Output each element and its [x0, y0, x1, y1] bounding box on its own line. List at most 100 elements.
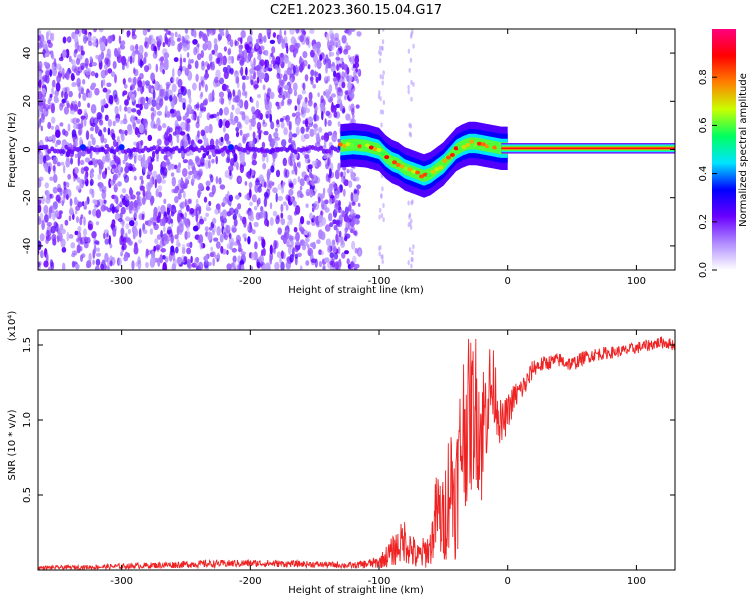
spectrogram-noise-cell — [273, 239, 277, 250]
spectrogram-noise-cell — [72, 124, 79, 130]
spectrogram-noise-cell — [120, 129, 126, 135]
spectrogram-noise-cell — [272, 210, 278, 217]
spectrogram-noise-cell — [204, 61, 209, 67]
spectrogram-noise-cell — [349, 56, 354, 65]
spectrogram-noise-cell — [345, 113, 351, 121]
spectrogram-noise-cell — [240, 251, 246, 256]
spectrogram-noise-cell — [325, 33, 330, 41]
spectrogram-noise-cell — [262, 247, 266, 257]
spectrogram-noise-cell — [309, 128, 315, 137]
spectrogram-noise-cell — [281, 79, 284, 89]
spectrogram-noise-cell — [52, 165, 56, 172]
spectrogram-noise-cell — [211, 184, 216, 195]
spectrogram-noise-cell — [263, 181, 267, 188]
spectrogram-noise-cell — [269, 141, 274, 147]
spectrogram-noise-cell — [99, 119, 104, 126]
spectrogram-noise-cell — [135, 103, 141, 108]
spectrogram-noise-cell — [336, 64, 339, 72]
spectrogram-noise-cell — [251, 153, 256, 163]
spectrogram-signal-cell — [465, 143, 471, 147]
spectrogram-noise-cell — [73, 167, 79, 175]
spectrogram-noise-cell — [108, 95, 114, 105]
spectrogram-noise-cell — [183, 256, 188, 262]
spectrogram-noise-cell — [105, 157, 112, 163]
spectrogram-noise-cell — [246, 45, 252, 54]
spectrogram-noise-cell — [117, 181, 122, 187]
spectrogram-noise-cell — [355, 104, 360, 109]
spectrogram-noise-cell — [119, 201, 123, 207]
spectrogram-noise-cell — [194, 155, 200, 163]
spectrogram-noise-cell — [263, 211, 267, 221]
spectrogram-noise-cell — [312, 160, 316, 166]
spectrogram-noise-cell — [223, 106, 229, 116]
y-tick-label: 0.5 — [22, 487, 33, 503]
spectrogram-noise-cell — [264, 218, 269, 227]
spectrogram-noise-cell — [185, 89, 191, 95]
spectrogram-noise-cell — [58, 57, 64, 62]
spectrogram-noise-cell — [269, 91, 275, 100]
spectrogram-noise-cell — [285, 204, 289, 211]
spectrogram-band-cell — [64, 144, 69, 150]
spectrogram-noise-cell — [350, 209, 355, 218]
spectrogram-noise-cell — [273, 131, 279, 139]
spectrogram-noise-cell — [165, 30, 171, 35]
spectrogram-signal-cell — [434, 167, 440, 172]
spectrogram-noise-cell — [79, 136, 83, 146]
spectrogram-noise-cell — [264, 92, 267, 102]
spectrogram-noise-cell — [202, 43, 208, 51]
spectrogram-noise-cell — [90, 168, 95, 174]
spectrogram-noise-cell — [157, 205, 161, 212]
spectrogram-noise-cell — [87, 92, 91, 98]
colorbar: 0.0 0.2 0.4 0.6 0.8 Normalized spectral ampl… — [698, 29, 749, 278]
spectrogram-noise-cell — [307, 164, 313, 170]
spectrogram-noise-cell — [229, 39, 234, 48]
spectrogram-noise-cell — [40, 195, 45, 205]
spectrogram-noise-cell — [134, 220, 138, 227]
spectrogram-noise-cell — [262, 84, 266, 91]
spectrogram-noise-cell — [77, 45, 83, 52]
spectrogram-noise-cell — [233, 152, 237, 163]
spectrogram-noise-cell — [119, 194, 124, 199]
spectrogram-noise-cell — [94, 124, 99, 134]
spectrogram-noise-cell — [277, 227, 283, 235]
spectrogram-noise-cell — [225, 224, 231, 234]
spectrogram-noise-cell — [141, 213, 145, 221]
spectrogram-noise-cell — [222, 217, 227, 224]
spectrogram-noise-cell — [147, 163, 154, 172]
spectrogram-noise-cell — [256, 76, 260, 84]
spectrogram-noise-cell — [143, 57, 147, 64]
spectrogram-noise-cell — [160, 248, 166, 253]
spectrogram-noise-cell — [52, 186, 58, 194]
spectrogram-noise-cell — [166, 236, 172, 242]
spectrogram-noise-cell — [75, 57, 81, 65]
spectrogram-noise-cell — [138, 123, 144, 134]
spectrogram-noise-cell — [255, 38, 260, 44]
spectrogram-noise-cell — [287, 246, 292, 255]
spectrogram-noise-cell — [122, 78, 126, 85]
spectrogram-noise-cell — [246, 132, 250, 138]
spectrogram-noise-cell — [239, 163, 245, 174]
spectrogram-noise-cell — [242, 233, 247, 239]
spectrogram-noise-cell — [204, 159, 209, 170]
spectrogram-noise-cell — [134, 49, 139, 54]
spectrogram-noise-cell — [71, 253, 76, 258]
spectrogram-noise-cell — [182, 134, 188, 143]
spectrogram-noise-cell — [238, 177, 242, 182]
spectrogram-noise-cell — [231, 224, 237, 234]
spectrogram-noise-cell — [74, 230, 79, 236]
spectrogram-noise-cell — [342, 188, 346, 197]
spectrogram-noise-cell — [173, 188, 179, 194]
spectrogram-noise-cell — [282, 90, 288, 99]
spectrogram-noise-cell — [38, 35, 41, 41]
spectrogram-noise-cell — [410, 263, 413, 269]
spectrogram-noise-cell — [347, 54, 351, 60]
spectrogram-signal-cell — [473, 143, 478, 148]
spectrogram-noise-cell — [408, 247, 412, 253]
spectrogram-noise-cell — [346, 45, 351, 51]
spectrogram-noise-cell — [331, 93, 336, 98]
spectrogram-noise-cell — [380, 122, 383, 128]
spectrogram-noise-cell — [178, 93, 183, 103]
spectrogram-noise-cell — [357, 202, 361, 207]
spectrogram-noise-cell — [38, 109, 41, 118]
